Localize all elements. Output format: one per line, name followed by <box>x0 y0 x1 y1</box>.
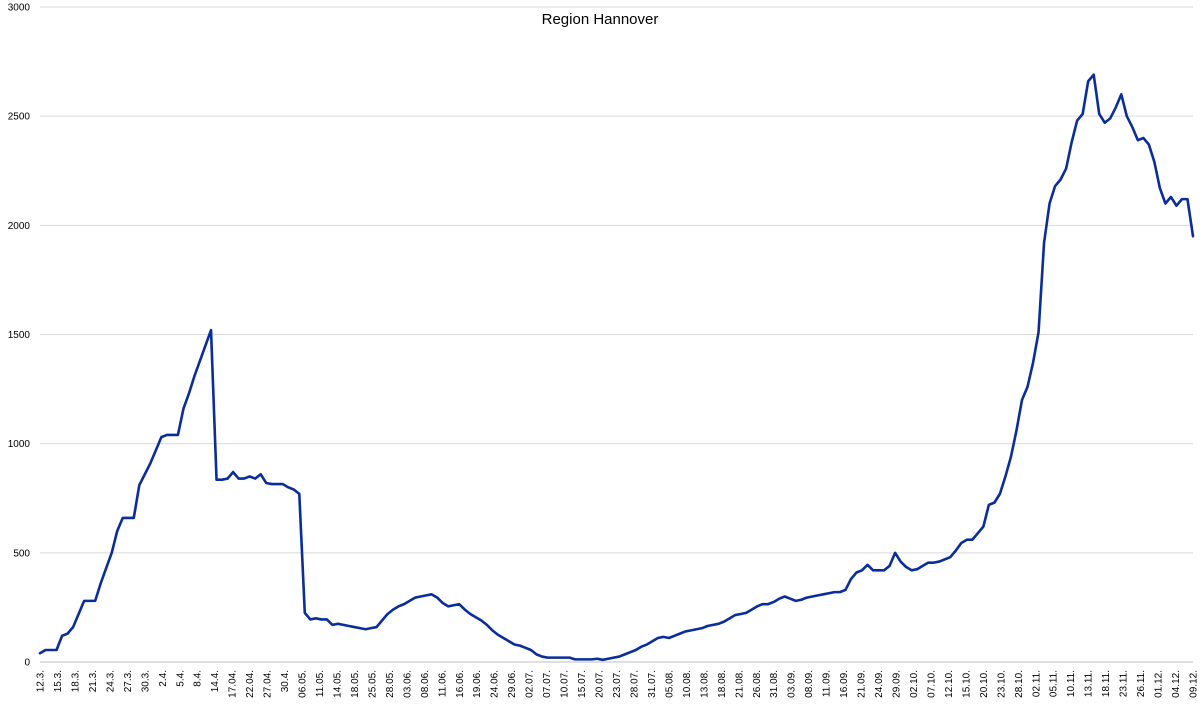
x-tick-label: 12.10. <box>944 670 955 698</box>
x-tick-label: 23.11. <box>1119 670 1130 697</box>
x-tick-label: 30.4. <box>280 670 291 692</box>
x-tick-label: 11.05. <box>315 670 326 697</box>
x-tick-label: 30.3. <box>140 670 151 692</box>
series-line-0 <box>38 73 1195 662</box>
x-tick-label: 2.4. <box>158 670 169 687</box>
x-tick-label: 18.11. <box>1101 670 1112 697</box>
x-tick-label: 10.11. <box>1066 670 1077 697</box>
x-tick-label: 14.05. <box>332 670 343 698</box>
x-tick-label: 11.09. <box>822 670 833 697</box>
x-axis-ticks: 12.3. 15.3. 18.3. 21.3. 24.3. 27.3. 30.3. 2.4. 5… <box>36 670 1200 698</box>
x-tick-label: 29.06. <box>507 670 518 698</box>
x-tick-label: 15.10. <box>961 670 972 698</box>
y-tick-label: 0 <box>24 658 30 669</box>
x-tick-label: 18.05. <box>350 670 361 698</box>
x-tick-label: 28.10. <box>1014 670 1025 698</box>
x-tick-label: 11.06. <box>437 670 448 697</box>
x-tick-label: 02.07. <box>525 670 536 698</box>
x-tick-label: 28.05. <box>385 670 396 698</box>
x-tick-label: 18.3. <box>70 670 81 692</box>
series-layer <box>38 73 1195 662</box>
chart-title: Region Hannover <box>542 11 659 28</box>
x-tick-label: 04.12. <box>1171 670 1182 698</box>
y-axis-ticks: 0 500 1000 1500 2000 2500 3000 <box>8 3 31 669</box>
x-tick-label: 14.4. <box>210 670 221 692</box>
y-tick-label: 3000 <box>8 3 31 14</box>
x-tick-label: 20.10. <box>979 670 990 698</box>
x-tick-label: 31.07. <box>647 670 658 698</box>
x-tick-label: 03.09. <box>787 670 798 698</box>
x-tick-label: 21.3. <box>88 670 99 692</box>
x-tick-label: 20.07. <box>595 670 606 698</box>
x-tick-label: 21.08. <box>734 670 745 698</box>
x-tick-label: 02.11. <box>1031 670 1042 697</box>
y-tick-label: 2500 <box>8 112 31 123</box>
x-tick-label: 08.06. <box>420 670 431 698</box>
x-tick-label: 09.12. <box>1189 670 1200 698</box>
x-tick-label: 10.07. <box>560 670 571 698</box>
x-tick-label: 26.11. <box>1136 670 1147 697</box>
x-tick-label: 18.08. <box>717 670 728 698</box>
x-tick-label: 05.08. <box>664 670 675 698</box>
y-tick-label: 1000 <box>8 439 31 450</box>
x-tick-label: 28.07. <box>629 670 640 698</box>
x-tick-label: 24.09. <box>874 670 885 698</box>
x-tick-label: 08.09. <box>804 670 815 698</box>
x-tick-label: 06.05. <box>298 670 309 698</box>
x-tick-label: 16.06. <box>455 670 466 698</box>
x-tick-label: 15.07. <box>577 670 588 698</box>
x-tick-label: 8.4. <box>193 670 204 687</box>
x-tick-label: 17.04. <box>228 670 239 698</box>
x-tick-label: 23.07. <box>612 670 623 698</box>
x-tick-label: 19.06. <box>472 670 483 698</box>
x-tick-label: 07.10. <box>926 670 937 698</box>
x-tick-label: 10.08. <box>682 670 693 698</box>
x-tick-label: 27.04. <box>263 670 274 698</box>
x-tick-label: 02.10. <box>909 670 920 698</box>
x-tick-label: 22.04. <box>245 670 256 698</box>
x-tick-label: 25.05. <box>367 670 378 698</box>
x-tick-label: 24.3. <box>105 670 116 692</box>
x-tick-label: 12.3. <box>36 670 47 692</box>
x-tick-label: 01.12. <box>1154 670 1165 698</box>
x-tick-label: 24.06. <box>490 670 501 698</box>
x-tick-label: 03.06. <box>402 670 413 698</box>
x-tick-label: 15.3. <box>53 670 64 692</box>
y-tick-label: 2000 <box>8 221 31 232</box>
x-tick-label: 13.11. <box>1084 670 1095 697</box>
x-tick-label: 07.07. <box>542 670 553 698</box>
x-tick-label: 29.09. <box>892 670 903 698</box>
x-tick-label: 23.10. <box>996 670 1007 698</box>
x-tick-label: 05.11. <box>1049 670 1060 697</box>
x-tick-label: 26.08. <box>752 670 763 698</box>
x-tick-label: 5.4. <box>175 670 186 687</box>
x-tick-label: 27.3. <box>123 670 134 692</box>
x-tick-label: 13.08. <box>699 670 710 698</box>
grid-lines <box>40 6 1193 663</box>
y-tick-label: 500 <box>13 548 30 559</box>
x-tick-label: 31.08. <box>769 670 780 698</box>
x-tick-label: 21.09. <box>857 670 868 698</box>
x-tick-label: 16.09. <box>839 670 850 698</box>
y-tick-label: 1500 <box>8 330 31 341</box>
